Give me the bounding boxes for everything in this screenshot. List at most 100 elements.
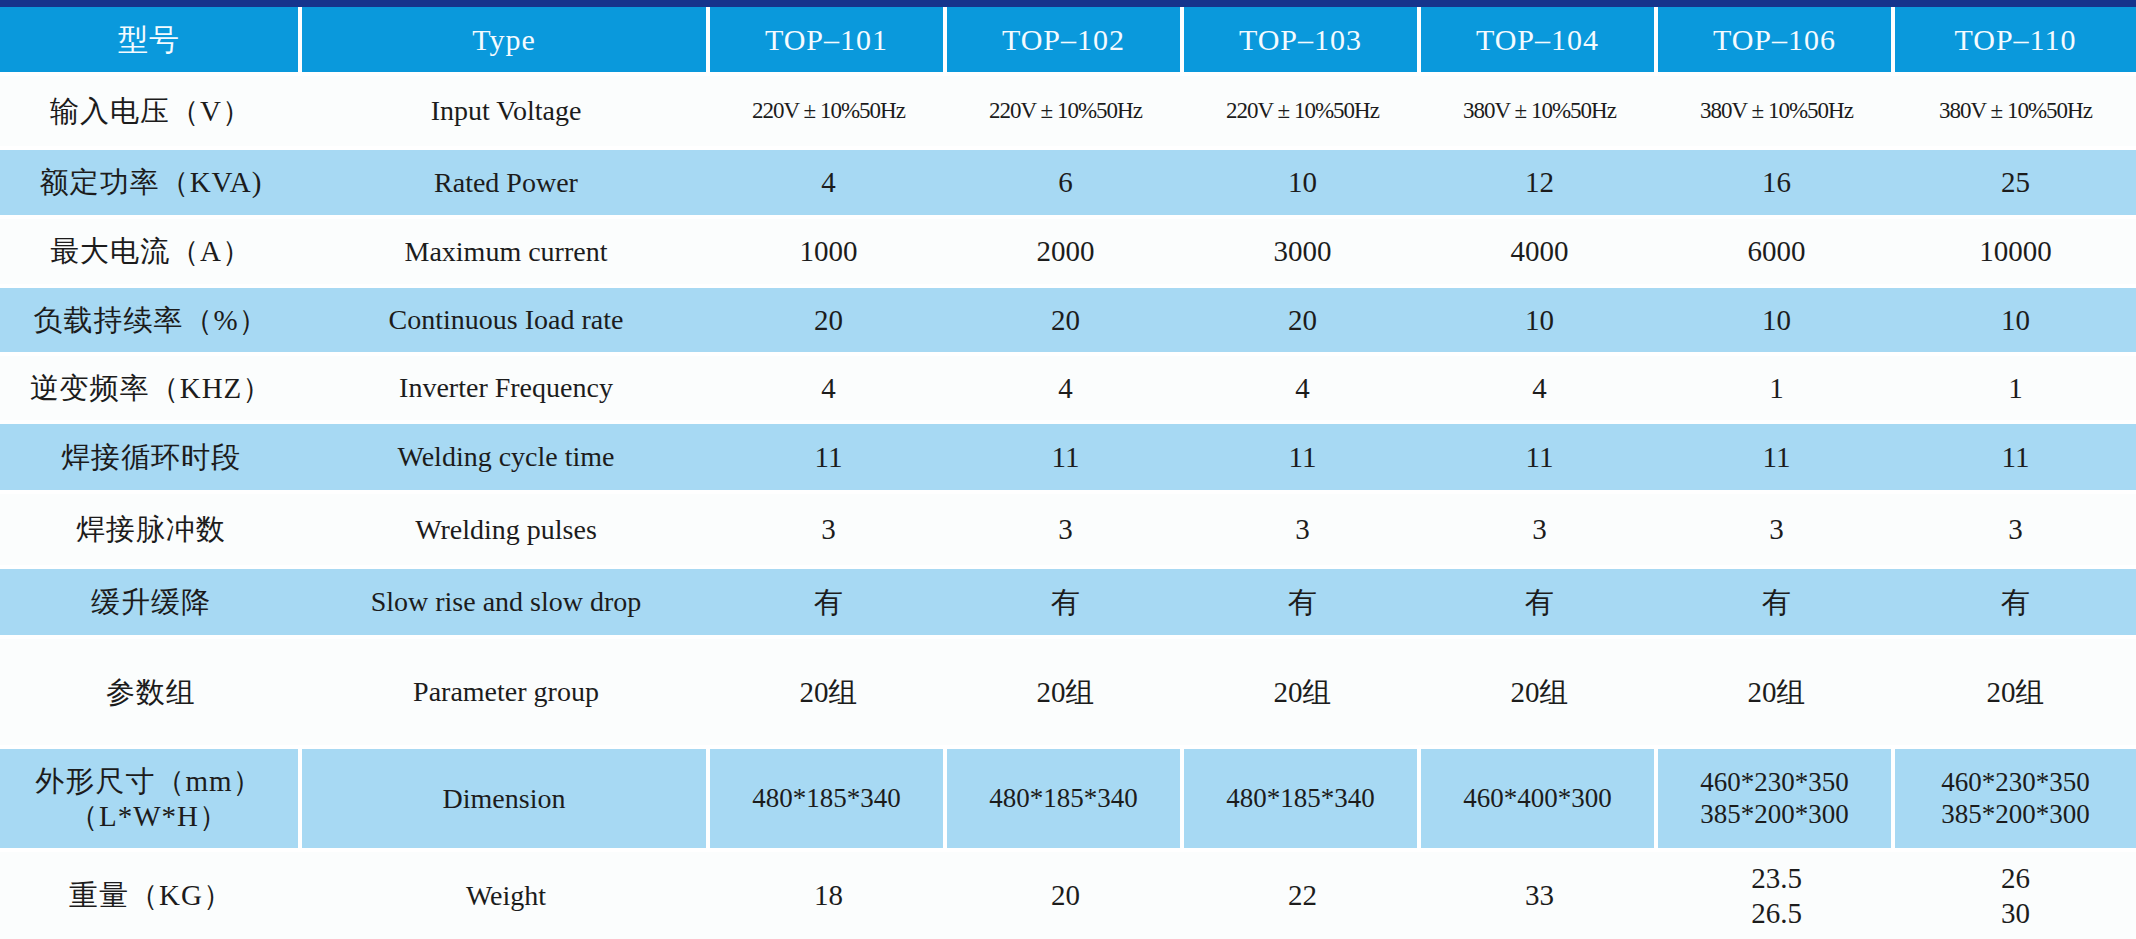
cell-value: 20组 (1184, 639, 1421, 745)
row-label-en: Dimension (302, 749, 710, 848)
cell-value: 4 (710, 356, 947, 420)
cell-value: 20组 (947, 639, 1184, 745)
row-maximum-current: 最大电流（A） Maximum current 1000 2000 3000 4… (0, 215, 2136, 284)
cell-value: 460*400*300 (1421, 749, 1658, 848)
cell-value: 1 (1658, 356, 1895, 420)
cell-value: 3 (1895, 494, 2136, 565)
header-model-label-cn: 型号 (0, 7, 302, 72)
row-label-cn: 逆变频率（KHZ） (0, 356, 302, 420)
row-label-cn: 焊接循环时段 (0, 424, 302, 490)
row-label-en: Continuous Ioad rate (302, 288, 710, 352)
cell-value: 4 (1421, 356, 1658, 420)
cell-value: 220V ± 10%50Hz (1184, 76, 1421, 146)
row-label-en: Wrelding pulses (302, 494, 710, 565)
row-parameter-group: 参数组 Parameter group 20组 20组 20组 20组 20组 … (0, 635, 2136, 745)
cell-value: 1 (1895, 356, 2136, 420)
header-model-top-106: TOP–106 (1658, 7, 1895, 72)
cell-value: 20 (947, 852, 1184, 939)
row-label-cn: 缓升缓降 (0, 569, 302, 635)
cell-value: 3 (710, 494, 947, 565)
row-welding-cycle-time: 焊接循环时段 Welding cycle time 11 11 11 11 11… (0, 420, 2136, 490)
header-model-top-102: TOP–102 (947, 7, 1184, 72)
cell-value: 3 (947, 494, 1184, 565)
row-label-cn: 参数组 (0, 639, 302, 745)
cell-value: 380V ± 10%50Hz (1895, 76, 2136, 146)
cell-value: 10 (1421, 288, 1658, 352)
cell-value: 20组 (1658, 639, 1895, 745)
cell-value: 10 (1895, 288, 2136, 352)
cell-value: 有 (1895, 569, 2136, 635)
cell-value: 23.5 26.5 (1658, 852, 1895, 939)
row-welding-pulses: 焊接脉冲数 Wrelding pulses 3 3 3 3 3 3 (0, 490, 2136, 565)
cell-value: 4 (947, 356, 1184, 420)
row-label-en: Input Voltage (302, 76, 710, 146)
cell-value: 11 (710, 424, 947, 490)
cell-value: 10000 (1895, 219, 2136, 284)
row-label-en: Maximum current (302, 219, 710, 284)
cell-value: 460*230*350 385*200*300 (1895, 749, 2136, 848)
row-label-cn: 最大电流（A） (0, 219, 302, 284)
cell-value: 10 (1184, 150, 1421, 215)
cell-value: 12 (1421, 150, 1658, 215)
cell-value: 480*185*340 (1184, 749, 1421, 848)
header-model-top-110: TOP–110 (1895, 7, 2136, 72)
cell-value: 3 (1658, 494, 1895, 565)
cell-value: 4 (1184, 356, 1421, 420)
cell-value: 11 (1658, 424, 1895, 490)
row-slow-rise-slow-drop: 缓升缓降 Slow rise and slow drop 有 有 有 有 有 有 (0, 565, 2136, 635)
row-continuous-load-rate: 负载持续率（%） Continuous Ioad rate 20 20 20 1… (0, 284, 2136, 352)
cell-value: 3 (1184, 494, 1421, 565)
cell-value: 20组 (1895, 639, 2136, 745)
row-label-en: Weight (302, 852, 710, 939)
row-label-en: Welding cycle time (302, 424, 710, 490)
row-inverter-frequency: 逆变频率（KHZ） Inverter Frequency 4 4 4 4 1 1 (0, 352, 2136, 420)
cell-value: 6000 (1658, 219, 1895, 284)
row-input-voltage: 输入电压（V） Input Voltage 220V ± 10%50Hz 220… (0, 72, 2136, 146)
row-rated-power: 额定功率（KVA) Rated Power 4 6 10 12 16 25 (0, 146, 2136, 215)
cell-value: 有 (1658, 569, 1895, 635)
cell-value: 480*185*340 (710, 749, 947, 848)
cell-value: 3 (1421, 494, 1658, 565)
cell-value: 220V ± 10%50Hz (710, 76, 947, 146)
cell-value: 11 (1184, 424, 1421, 490)
spec-table: 型号 Type TOP–101 TOP–102 TOP–103 TOP–104 … (0, 0, 2136, 939)
cell-value: 3000 (1184, 219, 1421, 284)
cell-value: 16 (1658, 150, 1895, 215)
cell-value: 18 (710, 852, 947, 939)
row-label-en: Parameter group (302, 639, 710, 745)
row-weight: 重量（KG） Weight 18 20 22 33 23.5 26.5 26 3… (0, 848, 2136, 939)
cell-value: 380V ± 10%50Hz (1658, 76, 1895, 146)
cell-value: 11 (947, 424, 1184, 490)
cell-value: 11 (1895, 424, 2136, 490)
row-dimension: 外形尺寸（mm） （L*W*H） Dimension 480*185*340 4… (0, 745, 2136, 848)
cell-value: 20 (1184, 288, 1421, 352)
row-label-cn: 焊接脉冲数 (0, 494, 302, 565)
cell-value: 有 (947, 569, 1184, 635)
cell-value: 有 (710, 569, 947, 635)
row-label-en: Slow rise and slow drop (302, 569, 710, 635)
header-model-label-en: Type (302, 7, 710, 72)
cell-value: 460*230*350 385*200*300 (1658, 749, 1895, 848)
row-label-cn: 输入电压（V） (0, 76, 302, 146)
cell-value: 1000 (710, 219, 947, 284)
cell-value: 有 (1421, 569, 1658, 635)
row-label-cn: 负载持续率（%） (0, 288, 302, 352)
cell-value: 33 (1421, 852, 1658, 939)
header-model-top-103: TOP–103 (1184, 7, 1421, 72)
header-model-top-104: TOP–104 (1421, 7, 1658, 72)
cell-value: 4 (710, 150, 947, 215)
cell-value: 11 (1421, 424, 1658, 490)
cell-value: 22 (1184, 852, 1421, 939)
cell-value: 20 (710, 288, 947, 352)
cell-value: 220V ± 10%50Hz (947, 76, 1184, 146)
cell-value: 20组 (710, 639, 947, 745)
cell-value: 380V ± 10%50Hz (1421, 76, 1658, 146)
cell-value: 20组 (1421, 639, 1658, 745)
header-model-top-101: TOP–101 (710, 7, 947, 72)
cell-value: 480*185*340 (947, 749, 1184, 848)
row-label-cn: 额定功率（KVA) (0, 150, 302, 215)
row-label-cn: 外形尺寸（mm） （L*W*H） (0, 749, 302, 848)
cell-value: 4000 (1421, 219, 1658, 284)
top-border-bar (0, 0, 2136, 7)
row-label-cn: 重量（KG） (0, 852, 302, 939)
